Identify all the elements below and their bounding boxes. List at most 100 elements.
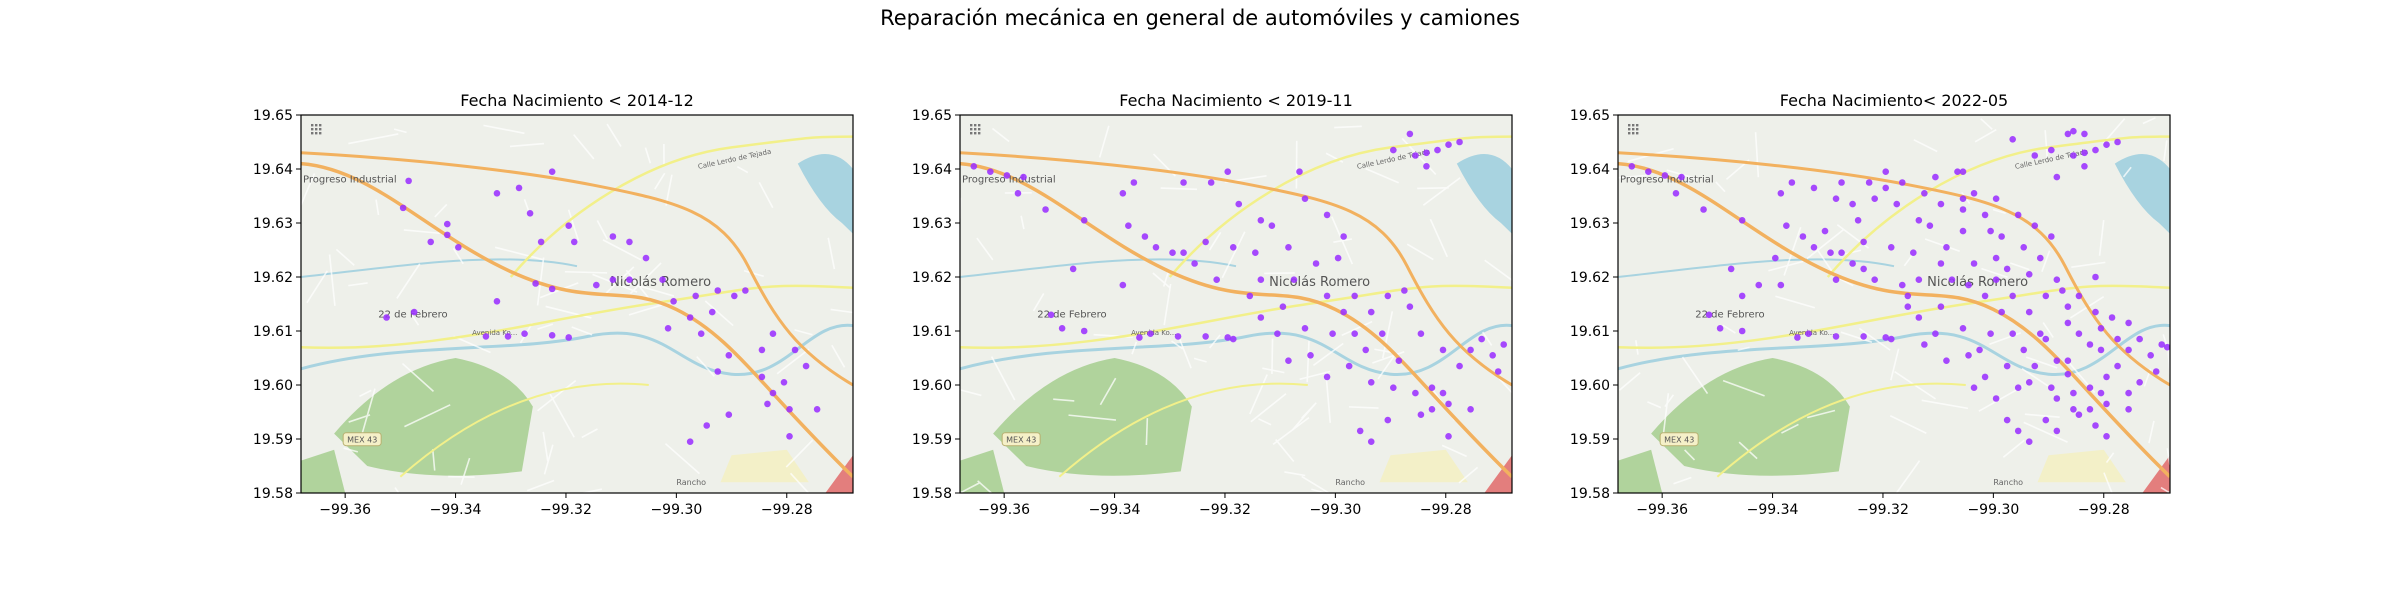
map-secondary-road [1826, 135, 2170, 278]
map-street [1020, 215, 1025, 230]
data-point [1981, 292, 1989, 300]
map-street [1299, 370, 1331, 381]
map-street [2023, 421, 2068, 443]
grid-icon-dot [970, 124, 973, 127]
y-tick-label: 19.61 [1570, 324, 1610, 340]
map-label-nicolas: Nicolás Romero [610, 275, 711, 290]
map-street [2148, 420, 2155, 444]
data-point [1832, 276, 1840, 284]
grid-icon-dot [978, 132, 981, 135]
map-shield-mex43 [1659, 432, 1699, 447]
data-point [1965, 352, 1972, 359]
map-street [644, 147, 652, 164]
map-street [960, 389, 982, 397]
map-street [1913, 139, 1938, 153]
y-tick-label: 19.63 [1570, 216, 1610, 232]
data-point [1334, 254, 1342, 262]
data-point [1932, 330, 1939, 338]
data-point [697, 330, 705, 338]
grid-icon-dot [311, 132, 314, 135]
x-tick-label: −99.30 [1967, 502, 2019, 518]
y-tick-label: 19.60 [912, 378, 952, 394]
data-point [537, 238, 545, 246]
map-street [629, 262, 662, 295]
data-point [1860, 265, 1867, 273]
map-street [1032, 293, 1045, 312]
y-tick-label: 19.64 [912, 162, 952, 178]
data-point [1340, 308, 1347, 316]
map-street [794, 329, 813, 336]
map-secondary-road [509, 135, 853, 278]
data-point [2075, 330, 2083, 338]
map-label-avenida: Avenida Ko... [1789, 329, 1834, 337]
map-street [1145, 418, 1149, 446]
data-point [1882, 184, 1890, 192]
data-point [1125, 222, 1132, 229]
map-street [1068, 414, 1117, 421]
data-point [1716, 325, 1724, 332]
map-water [797, 154, 853, 234]
map-highway [825, 455, 853, 493]
data-point [1351, 292, 1358, 300]
map-street [1684, 449, 1696, 461]
map-secondary-road [960, 284, 1512, 349]
x-tick-label: −99.36 [978, 502, 1030, 518]
map-highway [1484, 455, 1512, 493]
data-points [970, 130, 1508, 446]
map-street [2042, 322, 2054, 338]
map-label-febrero: 22 de Febrero [1037, 310, 1106, 321]
data-point [708, 308, 716, 316]
data-point [565, 222, 573, 229]
data-point [2053, 276, 2061, 284]
data-point [2059, 287, 2066, 294]
y-tick-label: 19.58 [253, 486, 293, 502]
map-label-rancho: Rancho [1993, 478, 2023, 487]
y-tick-label: 19.60 [1570, 378, 1610, 394]
data-point [493, 190, 501, 197]
map-street [523, 199, 530, 213]
data-point [2064, 319, 2072, 327]
y-tick-label: 19.61 [912, 324, 952, 340]
map-street [410, 314, 420, 326]
map-street [1331, 216, 1354, 265]
data-point [1805, 330, 1812, 338]
map-street [1838, 277, 1854, 287]
data-point [405, 177, 412, 185]
map-street [1381, 311, 1394, 359]
map-street [1498, 378, 1512, 394]
data-point [2097, 389, 2105, 397]
map-street [1284, 471, 1306, 477]
data-point [1290, 276, 1298, 284]
data-point [1727, 265, 1735, 273]
map-street [453, 335, 491, 354]
data-point [1445, 400, 1452, 408]
data-point [2042, 335, 2050, 343]
y-tick-label: 19.59 [1570, 432, 1610, 448]
data-point [1301, 325, 1309, 332]
map-street [1131, 341, 1138, 355]
data-point [1987, 227, 1994, 235]
data-point [786, 433, 793, 440]
map-street [404, 404, 451, 428]
data-point [1489, 352, 1496, 359]
map-label-mex43: MEX 43 [1006, 436, 1036, 445]
data-point [2064, 357, 2072, 365]
map-street [1458, 466, 1479, 484]
data-point [1810, 184, 1818, 192]
data-point [2152, 368, 2160, 375]
data-point [731, 292, 738, 300]
data-point [786, 406, 793, 413]
map-street [1160, 187, 1198, 191]
data-point [1500, 341, 1508, 348]
data-point [1367, 379, 1375, 386]
data-point [1959, 168, 1967, 175]
map-street [1193, 357, 1207, 363]
axes-frame [959, 114, 1513, 494]
map-street [306, 270, 328, 304]
map-river [301, 258, 578, 278]
grid-icon-dot [1628, 132, 1631, 135]
map-street [1673, 476, 1692, 485]
map-forest [301, 449, 346, 493]
map-forest [1651, 358, 1850, 476]
